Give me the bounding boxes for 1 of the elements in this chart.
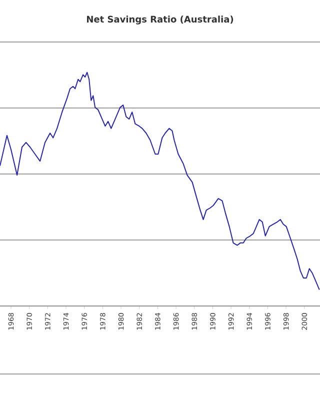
chart-title: Net Savings Ratio (Australia) [87, 16, 234, 24]
